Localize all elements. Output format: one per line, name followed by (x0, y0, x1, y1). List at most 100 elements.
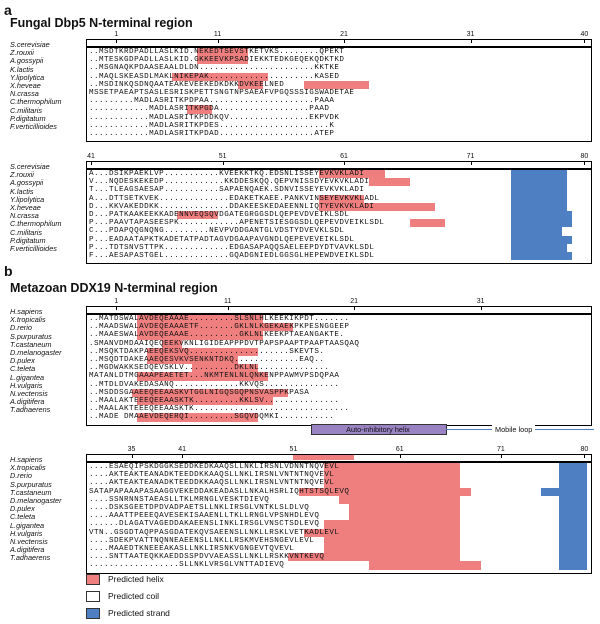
panel-b-alignment-block-1: 1 11 21 31 ..MATDSWALAVDEQEAAAE.........SLSN… (86, 298, 592, 426)
species-label: D.rerio (10, 471, 32, 481)
predicted-strand-region (541, 487, 587, 496)
legend-coil-label: Predicted coil (108, 591, 160, 601)
predicted-helix-region (318, 170, 385, 179)
species-label: K.lactis (10, 186, 34, 196)
ruler-tick (470, 161, 472, 165)
ruler-tick-label: 80 (580, 446, 589, 453)
species-label: D.rerio (10, 323, 32, 333)
species-label: Y.lipolytica (10, 72, 45, 82)
ruler-tick-label: 35 (127, 446, 136, 453)
species-label: A.digitifera (10, 545, 45, 555)
species-label: S.cerevisiae (10, 162, 50, 171)
sequence-row: ....DSKSGEETDPDVADPAETSLLNKLIRSGLVNTKLSL… (89, 504, 310, 512)
ruler-tick (470, 39, 472, 43)
sequence-row: P...EADAATAPKTKADETATPADTAGVDGAAPAVGNDLQ… (89, 235, 355, 244)
ruler-tick (116, 306, 118, 310)
predicted-strand-region (511, 243, 567, 252)
species-label: T.castaneum (10, 487, 52, 497)
ruler-tick (91, 161, 93, 165)
predicted-helix-region (349, 512, 461, 521)
predicted-helix-region (136, 397, 274, 406)
ruler-helix-marker (293, 455, 355, 460)
predicted-helix-region (177, 211, 218, 220)
species-label: P.digitatum (10, 235, 46, 245)
predicted-strand-region (511, 235, 572, 244)
sequence-row: .SMANVDMDAAIQEQEEKVKNLIGIDEAPPPDVTPAPSPA… (89, 339, 360, 348)
species-label: P.digitatum (10, 113, 46, 123)
ruler-tick (217, 39, 219, 43)
sequence-row: MSSETPAEAPTSASLESRISKPETTSNGTNPSAEAFVPGQ… (89, 89, 355, 97)
predicted-helix-region (323, 545, 461, 554)
sequence-row: ............MADLASRITKPDDKQV............… (89, 113, 340, 122)
ruler-tick-label: 31 (466, 31, 475, 38)
ruler-tick (480, 306, 482, 310)
sequence-row: ....MAAEDTKNEEEAKASLLNKLIRSNKVGNGEVTQVEV… (89, 545, 295, 553)
species-label: D.melanogaster (10, 348, 62, 358)
position-ruler (86, 39, 592, 48)
auto-inhibitory-helix-label: Auto-inhibitory helix (346, 425, 410, 434)
predicted-strand-region (511, 194, 567, 203)
predicted-helix-region (136, 372, 269, 381)
predicted-strand-region (559, 520, 587, 529)
legend-coil-swatch (86, 591, 100, 602)
predicted-helix-region (369, 561, 481, 570)
sequence-row: ....AKTEAKTEANADKTEEDDKKAAQSLLNKLIRSNLVN… (89, 471, 335, 480)
ruler-tick-label: 21 (340, 31, 348, 38)
panel-b-alignment-block-2: 35 41 51 61 71 80 ....ESAEQIPSKDGGKSEDDKEDKAAQ… (86, 446, 592, 574)
predicted-helix-region (136, 331, 264, 340)
panel-a-letter: a (4, 2, 12, 18)
species-label: K.lactis (10, 64, 34, 74)
ruler-tick (584, 161, 586, 165)
sequence-row: P...TDTSNVSTTPK.............EDGASAPAQQSA… (89, 243, 375, 252)
sequence-row: ..MAQLSKEASDLMAKLNIKEPAK................… (89, 72, 340, 81)
species-label: S.purpuratus (10, 331, 52, 341)
species-label: X.tropicalis (10, 315, 46, 325)
species-label: T.adhaerens (10, 405, 51, 415)
sequence-row: P...PAAVTAPASEESPK............APENETSIES… (89, 219, 385, 228)
predicted-strand-region (511, 178, 567, 187)
legend-helix-label: Predicted helix (108, 574, 164, 584)
predicted-helix-region (136, 323, 294, 332)
species-label: N.vectensis (10, 389, 48, 399)
predicted-helix-region (172, 72, 269, 81)
sequence-row: A...DSIKPAEKLVP...........KVEEKKTKQ.EDSN… (89, 170, 365, 178)
predicted-strand-region (559, 479, 587, 488)
ruler-tick-label: 71 (497, 446, 505, 453)
sequence-row: VTN..GSGDTAQPPASGDATEKQVSAEENSLLNKLLRSKL… (89, 528, 340, 537)
species-label: Y.lipolytica (10, 194, 45, 204)
ruler-tick-label: 21 (350, 298, 359, 305)
sequence-row: ....SNTTAATEQKKAEDDSSPDVVAEASSLLNKLLRSKK… (89, 553, 325, 562)
species-label: C.thermophilum (10, 219, 62, 229)
predicted-helix-region (197, 48, 248, 57)
sequence-row: ....SDEKPVATTNQNNEAEENSLLNKLLRSKMVEHSNGE… (89, 536, 315, 545)
sequence-row: ..MADE DMAAEVDEQERQI.........SGQVDQMKI..… (89, 413, 335, 422)
species-label: C.teleta (10, 364, 36, 374)
predicted-helix-region (288, 553, 461, 562)
sequence-row: ............MADLASRITKPDES..............… (89, 121, 335, 130)
ruler-tick-label: 41 (87, 153, 95, 160)
species-label: X.tropicalis (10, 463, 46, 473)
ruler-tick (116, 39, 118, 43)
species-label: S.cerevisiae (10, 40, 50, 49)
species-label: L.gigantea (10, 520, 45, 530)
species-label: X.heveae (10, 203, 41, 213)
predicted-helix-region (298, 487, 471, 496)
position-ruler (86, 161, 592, 170)
sequence-row: ..MGDWAKKSEDQEVSKLV..........DKLNL......… (89, 364, 330, 373)
sequence-row: ..MSQDTDAKEAAEQESVKVSENKNTDKQ...........… (89, 356, 325, 364)
ruler-tick (399, 454, 401, 458)
species-label: D.melanogaster (10, 496, 62, 506)
species-label: A.gossypii (10, 178, 44, 188)
sequence-row: ..MSDINKQSDNQAATEAKEVEEKEDKDKKDVKEELNED (89, 80, 285, 89)
predicted-strand-region (559, 545, 587, 554)
predicted-strand-region (511, 227, 562, 236)
species-label: Z.rouxii (10, 170, 34, 180)
panel-b-title: Metazoan DDX19 N-terminal region (10, 281, 218, 295)
ruler-tick (584, 454, 586, 458)
ruler-tick-label: 31 (476, 298, 485, 305)
panel-b-species-list-2: H.sapiens X.tropicalis D.rerio S.purpuratus… (10, 455, 62, 563)
sequence-row: ..MSDTKRDPADLLASLKID.NEKEDTSEVSTKETVKS..… (89, 48, 345, 56)
predicted-helix-region (349, 504, 461, 513)
species-label: C.militaris (10, 105, 43, 115)
ruler-tick-label: 40 (580, 31, 589, 38)
